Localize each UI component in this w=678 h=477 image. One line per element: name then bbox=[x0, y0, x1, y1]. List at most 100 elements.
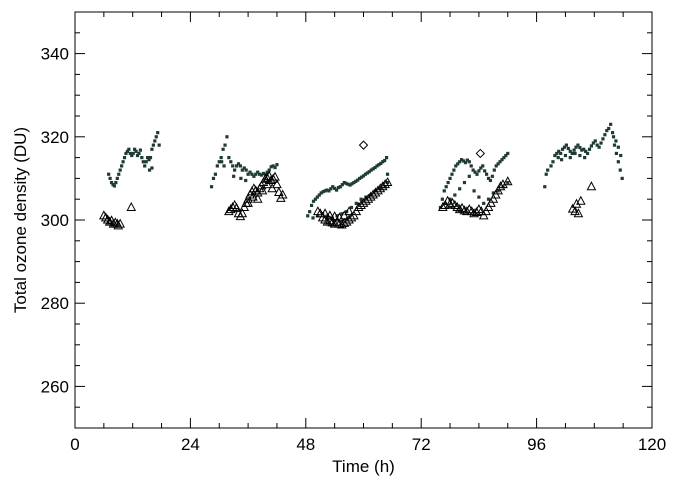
square-point bbox=[458, 187, 462, 191]
axis-ticks bbox=[74, 11, 653, 429]
square-point bbox=[583, 156, 587, 160]
triangle-point bbox=[462, 206, 472, 216]
square-point bbox=[117, 172, 121, 176]
square-point bbox=[544, 172, 548, 176]
square-point bbox=[121, 160, 125, 164]
square-point bbox=[211, 176, 216, 180]
square-point bbox=[234, 164, 239, 168]
square-point bbox=[223, 143, 227, 147]
square-point bbox=[484, 172, 489, 176]
square-point bbox=[467, 174, 471, 178]
square-point bbox=[557, 149, 561, 153]
square-point bbox=[486, 197, 491, 201]
triangle-point bbox=[262, 172, 273, 182]
square-point bbox=[244, 168, 248, 172]
square-point bbox=[308, 210, 312, 214]
square-point bbox=[463, 160, 468, 165]
square-point bbox=[620, 176, 624, 180]
x-axis-title: Time (h) bbox=[332, 457, 395, 476]
square-point bbox=[239, 176, 243, 180]
square-point bbox=[325, 188, 329, 192]
triangle-point bbox=[445, 198, 455, 208]
square-point bbox=[454, 164, 458, 168]
square-point bbox=[108, 176, 112, 180]
square-point bbox=[127, 147, 131, 151]
square-point bbox=[138, 148, 142, 152]
square-point bbox=[472, 189, 476, 193]
square-point bbox=[122, 156, 127, 160]
square-point bbox=[473, 170, 477, 174]
triangle-point bbox=[346, 212, 357, 222]
square-point bbox=[232, 174, 236, 178]
square-point bbox=[233, 168, 237, 172]
triangle-point bbox=[476, 206, 487, 216]
square-point bbox=[379, 161, 383, 166]
square-point bbox=[254, 172, 258, 176]
square-point bbox=[367, 170, 371, 174]
square-point bbox=[240, 168, 244, 172]
square-point bbox=[371, 167, 375, 171]
triangle-point bbox=[320, 208, 330, 218]
square-point bbox=[261, 171, 266, 176]
square-point bbox=[340, 183, 344, 187]
square-point bbox=[133, 147, 137, 151]
y-axis-title: Total ozone density (DU) bbox=[11, 127, 30, 313]
square-point bbox=[585, 151, 590, 156]
square-point bbox=[614, 151, 619, 156]
square-point bbox=[365, 171, 369, 175]
square-point bbox=[124, 151, 128, 156]
square-point bbox=[461, 159, 466, 163]
square-point bbox=[221, 147, 225, 151]
square-point bbox=[377, 163, 381, 167]
square-point bbox=[483, 169, 487, 173]
square-point bbox=[316, 214, 320, 218]
square-point bbox=[363, 172, 368, 176]
square-point bbox=[459, 158, 464, 162]
square-point bbox=[151, 143, 155, 147]
square-point bbox=[562, 145, 567, 149]
square-point bbox=[209, 185, 214, 189]
square-point bbox=[465, 158, 469, 162]
square-point bbox=[354, 179, 358, 183]
square-point bbox=[582, 147, 586, 151]
square-point bbox=[616, 145, 620, 149]
x-tick-label: 120 bbox=[638, 435, 666, 454]
square-point bbox=[452, 168, 456, 172]
square-point bbox=[568, 149, 572, 153]
triangle-point bbox=[329, 211, 340, 221]
square-point bbox=[576, 143, 580, 147]
square-point bbox=[115, 176, 119, 180]
square-point bbox=[549, 164, 553, 168]
triangle-point bbox=[495, 181, 506, 191]
square-point bbox=[560, 158, 564, 162]
square-point bbox=[271, 164, 275, 168]
square-point bbox=[605, 128, 609, 133]
square-point bbox=[273, 165, 277, 170]
square-point bbox=[242, 166, 246, 170]
square-point bbox=[469, 164, 473, 168]
square-point bbox=[477, 169, 481, 173]
square-point bbox=[153, 139, 157, 143]
square-point bbox=[462, 180, 467, 185]
square-point bbox=[560, 147, 565, 151]
square-point bbox=[336, 185, 341, 190]
triangle-point bbox=[454, 204, 465, 214]
square-point bbox=[446, 180, 450, 185]
square-point bbox=[568, 156, 572, 160]
square-point bbox=[456, 162, 460, 166]
square-point bbox=[125, 149, 130, 153]
square-point bbox=[348, 183, 352, 187]
diamond-point bbox=[475, 148, 486, 159]
square-point bbox=[333, 186, 337, 190]
square-point bbox=[148, 156, 153, 160]
square-point bbox=[597, 145, 601, 149]
square-point bbox=[603, 133, 607, 137]
square-point bbox=[373, 165, 377, 170]
square-point bbox=[340, 212, 344, 216]
x-tick-label: 0 bbox=[70, 435, 79, 454]
square-point bbox=[329, 187, 333, 191]
square-point bbox=[580, 148, 584, 152]
triangle-point bbox=[100, 212, 111, 222]
square-point bbox=[566, 146, 570, 151]
